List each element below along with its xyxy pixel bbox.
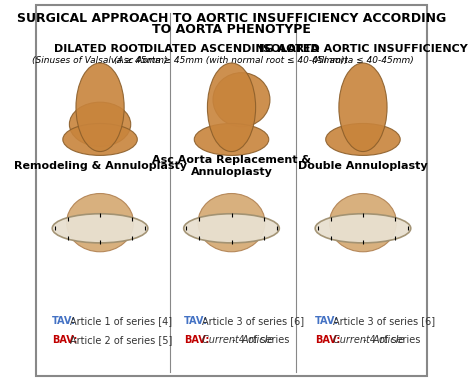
Text: Double Annuloplasty: Double Annuloplasty bbox=[298, 161, 428, 171]
Text: BAV:: BAV: bbox=[315, 335, 340, 345]
Ellipse shape bbox=[213, 73, 270, 127]
Text: Remodeling & Annuloplasty: Remodeling & Annuloplasty bbox=[14, 161, 187, 171]
Ellipse shape bbox=[315, 214, 411, 243]
Ellipse shape bbox=[52, 214, 148, 243]
Ellipse shape bbox=[329, 194, 396, 252]
Text: Article 2 of series [5]: Article 2 of series [5] bbox=[70, 335, 173, 345]
Text: DILATED ROOT: DILATED ROOT bbox=[55, 44, 146, 54]
Ellipse shape bbox=[184, 214, 279, 243]
Text: TAV:: TAV: bbox=[52, 316, 76, 326]
Ellipse shape bbox=[63, 123, 137, 155]
Text: (Asc Aorta ≥ 45mm (with normal root ≤ 40-45mm)): (Asc Aorta ≥ 45mm (with normal root ≤ 40… bbox=[114, 56, 348, 64]
Text: TAV:: TAV: bbox=[184, 316, 208, 326]
Ellipse shape bbox=[194, 123, 269, 155]
Text: TO AORTA PHENOTYPE: TO AORTA PHENOTYPE bbox=[152, 23, 311, 36]
Text: SURGICAL APPROACH TO AORTIC INSUFFICIENCY ACCORDING: SURGICAL APPROACH TO AORTIC INSUFFICIENC… bbox=[17, 12, 446, 25]
Ellipse shape bbox=[76, 63, 124, 152]
Text: (All aorta ≤ 40-45mm): (All aorta ≤ 40-45mm) bbox=[312, 56, 414, 64]
Ellipse shape bbox=[326, 123, 400, 155]
Ellipse shape bbox=[339, 63, 387, 152]
Text: Article 3 of series [6]: Article 3 of series [6] bbox=[201, 316, 304, 326]
Text: Current Article: Current Article bbox=[333, 335, 404, 345]
Text: Article 3 of series [6]: Article 3 of series [6] bbox=[333, 316, 435, 326]
Ellipse shape bbox=[66, 194, 134, 252]
Ellipse shape bbox=[198, 194, 265, 252]
Text: (Sinuses of Valsalva ≥ 45mm): (Sinuses of Valsalva ≥ 45mm) bbox=[32, 56, 168, 64]
Text: Asc Aorta Replacement &
Annuloplasty: Asc Aorta Replacement & Annuloplasty bbox=[152, 155, 311, 177]
Text: BAV:: BAV: bbox=[52, 335, 78, 345]
Text: - 4 of series: - 4 of series bbox=[228, 335, 289, 345]
Text: TAV:: TAV: bbox=[315, 316, 339, 326]
Text: DILATED ASCENDING AORTA: DILATED ASCENDING AORTA bbox=[144, 44, 319, 54]
Text: BAV:: BAV: bbox=[184, 335, 209, 345]
Text: Current Article: Current Article bbox=[201, 335, 273, 345]
Text: Article 1 of series [4]: Article 1 of series [4] bbox=[70, 316, 173, 326]
Ellipse shape bbox=[208, 63, 255, 152]
Ellipse shape bbox=[69, 102, 131, 146]
FancyBboxPatch shape bbox=[36, 5, 427, 376]
Text: ISOLATED AORTIC INSUFFICIENCY: ISOLATED AORTIC INSUFFICIENCY bbox=[259, 44, 467, 54]
Text: - 4 of series: - 4 of series bbox=[360, 335, 420, 345]
